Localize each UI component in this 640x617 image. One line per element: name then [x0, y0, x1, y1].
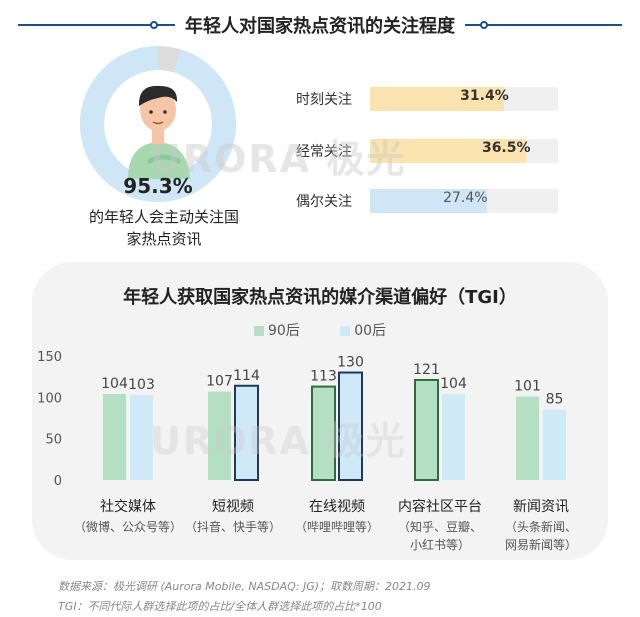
- freq-value: 36.5%: [481, 140, 531, 156]
- freq-label: 偶尔关注: [296, 194, 352, 210]
- category-label: 在线视频: [309, 499, 365, 515]
- category-sublabel: （微博、公众号等）: [68, 518, 188, 536]
- y-tick-label: 100: [37, 391, 62, 406]
- bar-value-label: 101: [514, 379, 541, 395]
- bar-00s: [234, 384, 259, 481]
- category-sublabel-line: 小红书等）: [409, 538, 470, 552]
- bar-00s: [130, 394, 153, 480]
- legend-swatch: [253, 326, 264, 336]
- tgi-chart-title: 年轻人获取国家热点资讯的媒介渠道偏好（TGI）: [123, 287, 517, 308]
- freq-row-often: 经常关注 36.5%: [290, 136, 570, 166]
- bar-value-label: 104: [440, 376, 467, 392]
- category-sublabel-line: （哔哩哔哩等）: [294, 520, 379, 534]
- donut-percent: 95.3%: [123, 174, 193, 198]
- bar-value-label: 107: [206, 374, 233, 390]
- category-sublabel: （知乎、豆瓣、 小红书等）: [380, 518, 500, 554]
- bar-90s: [103, 394, 126, 480]
- category-label: 短视频: [212, 499, 254, 515]
- legend-item-00s: 00后: [340, 320, 386, 340]
- category-label: 新闻资讯: [513, 499, 569, 515]
- watermark-logo: URORA 极光: [150, 137, 407, 181]
- bar-value-label: 103: [128, 377, 155, 393]
- freq-fill: [370, 139, 526, 163]
- top-title: 年轻人对国家热点资讯的关注程度: [175, 16, 465, 37]
- donut-chart: [78, 44, 238, 204]
- donut-desc-line1: 的年轻人会主动关注国: [88, 208, 239, 226]
- donut-description: 的年轻人会主动关注国 家热点资讯: [74, 206, 254, 250]
- donut-desc-line2: 家热点资讯: [126, 230, 202, 248]
- bar-90s: [208, 391, 231, 480]
- category-sublabel-line: 网易新闻等）: [504, 538, 577, 552]
- bar-value-label: 130: [337, 355, 364, 371]
- category-label: 内容社区平台: [398, 499, 482, 515]
- person-illustration-icon: [128, 85, 190, 179]
- bar-90s: [311, 385, 336, 481]
- category-sublabel-line: （抖音、快手等）: [184, 520, 281, 534]
- source-note: 数据来源：极光调研 (Aurora Mobile, NASDAQ: JG)；取数…: [58, 580, 431, 593]
- legend-label: 00后: [354, 323, 387, 339]
- freq-value: 27.4%: [443, 190, 488, 206]
- freq-fill: [370, 87, 505, 111]
- bar-00s: [543, 409, 566, 480]
- freq-label: 经常关注: [296, 144, 352, 160]
- bar-90s: [414, 378, 439, 481]
- category-sublabel-line: （头条新闻、: [504, 520, 577, 534]
- y-tick-label: 50: [45, 433, 62, 448]
- freq-track: [370, 87, 558, 111]
- freq-row-always: 时刻关注 31.4%: [290, 84, 570, 114]
- watermark-logo-chart: URORA 极光: [150, 419, 407, 463]
- title-dot-right: [480, 21, 488, 29]
- legend-item-90s: 90后: [253, 320, 300, 340]
- title-dot-left: [150, 21, 158, 29]
- bar-value-label: 104: [101, 376, 128, 392]
- y-tick-label: 0: [54, 474, 62, 489]
- y-tick-label: 150: [37, 350, 62, 365]
- tgi-legend: 90后 00后: [0, 320, 640, 340]
- top-title-row: 年轻人对国家热点资讯的关注程度: [0, 10, 640, 40]
- bar-value-label: 114: [233, 368, 260, 384]
- bar-00s: [442, 394, 465, 480]
- category-sublabel-line: （微博、公众号等）: [73, 520, 182, 534]
- freq-row-occasionally: 偶尔关注 27.4%: [290, 186, 570, 216]
- donut-main-arc: [80, 46, 236, 202]
- legend-swatch: [340, 326, 351, 336]
- freq-track: [370, 139, 558, 163]
- category-sublabel: （抖音、快手等）: [173, 518, 293, 536]
- freq-label: 时刻关注: [296, 92, 352, 108]
- category-sublabel-line: （知乎、豆瓣、: [397, 520, 482, 534]
- bar-value-label: 85: [546, 392, 564, 408]
- tgi-note: TGI：不同代际人群选择此项的占比/全体人群选择此项的占比*100: [58, 600, 382, 613]
- bar-90s: [516, 396, 539, 480]
- bar-value-label: 121: [413, 362, 440, 378]
- freq-track: [370, 189, 558, 213]
- bar-00s: [338, 371, 363, 481]
- category-sublabel: （头条新闻、 网易新闻等）: [481, 518, 601, 554]
- legend-label: 90后: [267, 323, 300, 339]
- bar-value-label: 113: [310, 369, 337, 385]
- category-label: 社交媒体: [100, 499, 156, 515]
- freq-value: 31.4%: [460, 88, 509, 104]
- freq-fill: [370, 189, 488, 213]
- category-sublabel: （哔哩哔哩等）: [277, 518, 397, 536]
